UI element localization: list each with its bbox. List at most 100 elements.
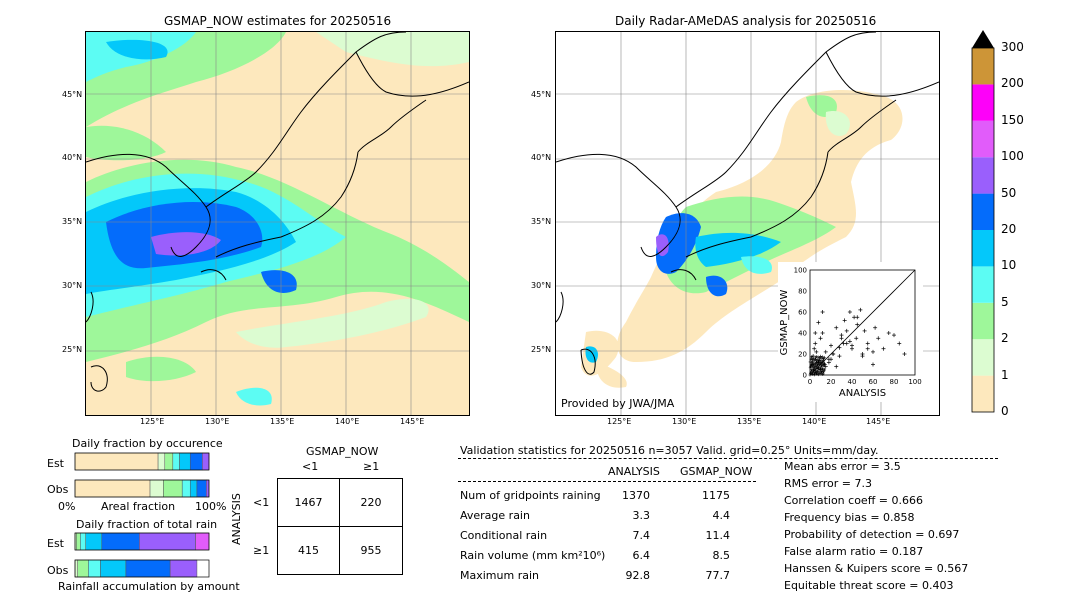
right-lat-label: 35°N <box>531 217 552 226</box>
scatter-point <box>821 358 825 362</box>
scatter-point <box>873 325 878 330</box>
scatter-point <box>850 343 854 348</box>
scatter-point <box>902 352 907 356</box>
stat-label: Average rain <box>460 508 530 522</box>
fraction-bar-segment <box>80 532 86 551</box>
scatter-point <box>812 361 816 365</box>
scatter-point <box>808 372 812 376</box>
right-lon-label: 140°E <box>802 417 827 426</box>
colorbar-tick-label: 5 <box>1001 294 1009 309</box>
scatter-point <box>822 357 826 361</box>
total-rain-title: Daily fraction of total rain <box>76 518 218 531</box>
scatter-point <box>876 336 881 341</box>
total-rain-chart <box>74 532 210 578</box>
scatter-point <box>814 349 819 354</box>
scatter-x-tick: 80 <box>890 378 899 386</box>
scatter-point <box>818 336 823 341</box>
scatter-point <box>808 366 812 370</box>
colorbar-segment <box>972 339 994 376</box>
scatter-point <box>892 333 896 338</box>
score-freq-bias: Frequency bias = 0.858 <box>784 511 915 524</box>
scatter-point <box>817 358 821 362</box>
scatter-point <box>820 355 824 359</box>
left-map-title: GSMAP_NOW estimates for 20250516 <box>164 14 392 28</box>
colorbar-tick-label: 200 <box>1001 76 1024 91</box>
scatter-point <box>862 328 867 333</box>
right-map-image <box>556 32 939 415</box>
total-rain-row-obs: Obs <box>47 564 69 577</box>
table-row: Num of gridpoints raining 1370 1175 <box>460 485 730 505</box>
colorbar-tick-label: 150 <box>1001 112 1024 127</box>
left-lat-label: 30°N <box>62 281 83 290</box>
scatter-point <box>841 341 846 346</box>
right-lon-label: 125°E <box>607 417 632 426</box>
scatter-point <box>812 373 816 377</box>
scatter-point <box>886 331 891 335</box>
fraction-bar-segment <box>125 559 171 578</box>
scatter-point <box>834 325 839 330</box>
scatter-point <box>815 365 819 369</box>
scatter-point <box>811 365 815 369</box>
fraction-bar-segment <box>196 479 207 498</box>
stat-analysis: 1370 <box>622 488 650 502</box>
fraction-bar-segment <box>100 559 127 578</box>
scatter-point <box>818 363 822 367</box>
colorbar-segment <box>972 84 994 121</box>
colorbar-extend-arrow <box>972 30 994 48</box>
right-lon-label: 135°E <box>737 417 762 426</box>
fraction-bar-segment <box>74 452 159 471</box>
scatter-y-tick: 40 <box>798 330 807 338</box>
scatter-x-tick: 100 <box>908 378 921 386</box>
scatter-point <box>812 346 817 351</box>
stat-analysis: 7.4 <box>632 528 651 542</box>
right-lat-label: 30°N <box>531 281 552 290</box>
scatter-point <box>814 369 818 373</box>
scatter-point <box>810 359 814 363</box>
fraction-bar-segment <box>74 559 78 578</box>
fraction-bar-outline <box>74 479 210 498</box>
occurrence-row-est: Est <box>47 457 64 470</box>
scatter-point <box>842 318 847 323</box>
stat-analysis: 6.4 <box>632 548 651 562</box>
scatter-point <box>808 373 812 377</box>
right-lon-label: 130°E <box>672 417 697 426</box>
scatter-point <box>871 349 875 354</box>
scatter-point <box>881 346 886 351</box>
score-mae: Mean abs error = 3.5 <box>784 460 901 473</box>
scatter-point <box>818 357 822 361</box>
scatter-point <box>816 360 821 365</box>
scatter-point <box>812 368 816 372</box>
data-credit: Provided by JWA/JMA <box>561 397 675 410</box>
scatter-xlabel: ANALYSIS <box>839 388 886 399</box>
scatter-point <box>817 371 821 375</box>
contingency-row-ge: ≥1 <box>253 544 270 557</box>
scatter-point <box>829 357 833 362</box>
scatter-point <box>813 366 817 370</box>
scatter-point <box>817 370 821 374</box>
left-lat-label: 35°N <box>62 217 83 226</box>
colorbar-segment <box>972 193 994 230</box>
contingency-col-title: GSMAP_NOW <box>306 445 379 458</box>
scatter-point <box>813 357 817 361</box>
scatter-point <box>814 356 818 360</box>
score-rmse: RMS error = 7.3 <box>784 477 872 490</box>
left-lon-label: 125°E <box>140 417 165 426</box>
scatter-inset: 0 0 20 20 40 40 60 60 80 80 100 100 ANALYSIS GSMAP_NO… <box>778 262 923 402</box>
scatter-point <box>897 341 902 346</box>
scatter-point <box>837 354 842 359</box>
contingency-cell-a: 1467 <box>294 496 323 509</box>
colorbar-tick-label: 0 <box>1001 404 1009 418</box>
scatter-point <box>823 367 827 371</box>
scatter-point <box>814 370 819 375</box>
scatter-point <box>815 359 819 363</box>
scatter-point <box>814 362 818 366</box>
contingency-table: 1467 220 415 955 <box>277 478 403 575</box>
validation-divider <box>458 458 998 459</box>
occurrence-title: Daily fraction by occurence <box>72 437 223 450</box>
scatter-point <box>821 372 825 376</box>
scatter-point <box>815 364 819 368</box>
total-rain-footer: Rainfall accumulation by amount <box>58 580 240 593</box>
scatter-y-tick: 20 <box>798 351 807 359</box>
colorbar-segment <box>972 375 994 412</box>
scatter-point <box>855 322 860 327</box>
